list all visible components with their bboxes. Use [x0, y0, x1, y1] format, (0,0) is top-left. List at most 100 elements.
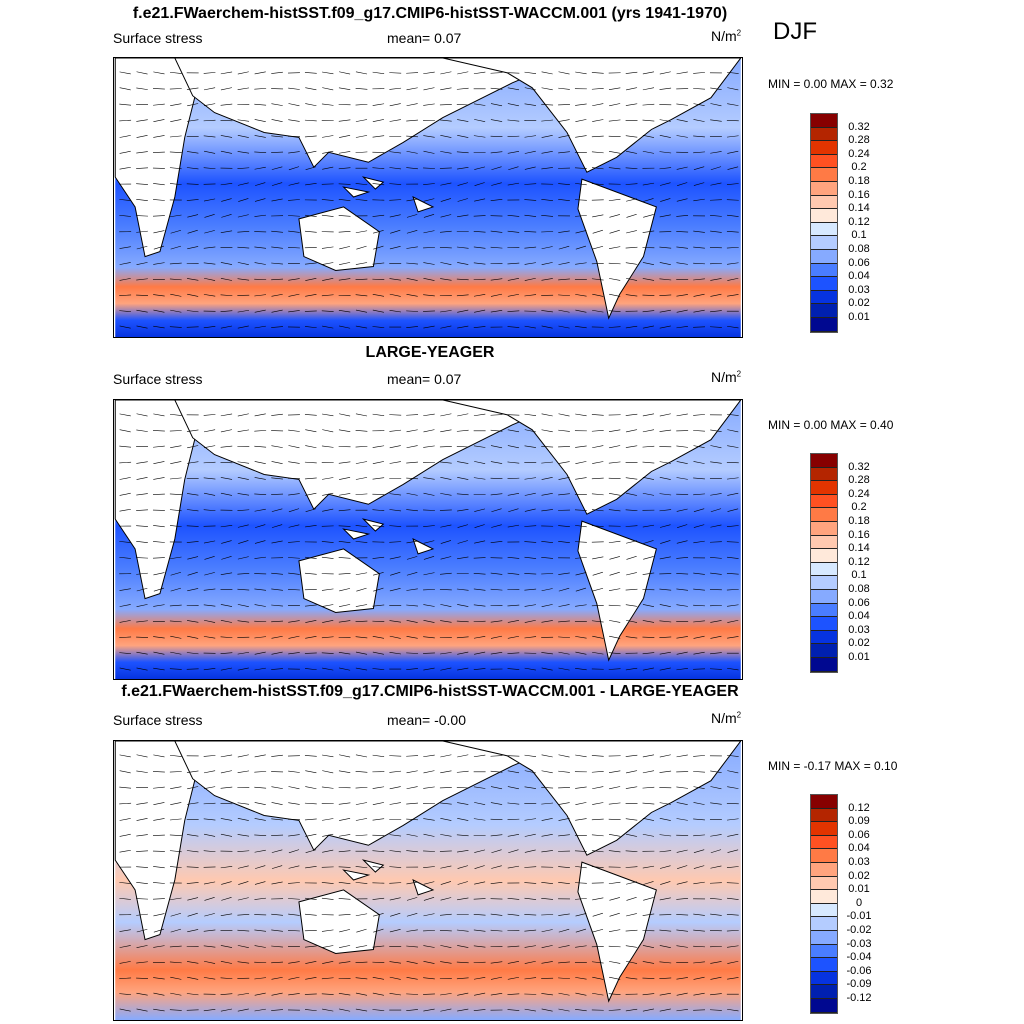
wind-stress-vector	[271, 278, 284, 281]
wind-stress-vector	[440, 493, 452, 496]
landmass	[361, 518, 385, 532]
wind-stress-vector	[119, 278, 131, 281]
colorbar-tick-label: 0.04	[848, 610, 870, 623]
wind-stress-vector	[237, 87, 250, 90]
wind-stress-vector	[355, 87, 368, 90]
wind-stress-vector	[693, 1009, 706, 1011]
wind-stress-vector	[710, 103, 722, 107]
wind-stress-vector	[625, 71, 638, 74]
wind-stress-vector	[153, 882, 165, 884]
landmass	[361, 859, 385, 873]
colorbar-swatch	[811, 263, 837, 278]
wind-stress-vector	[558, 309, 570, 313]
wind-stress-vector	[642, 977, 655, 979]
wind-stress-vector	[693, 961, 705, 964]
wind-stress-vector	[642, 413, 655, 417]
wind-stress-vector	[153, 928, 165, 933]
wind-stress-vector	[238, 881, 249, 885]
wind-stress-vector	[659, 182, 671, 186]
season-label: DJF	[773, 18, 817, 45]
wind-stress-vector	[625, 1008, 638, 1012]
wind-stress-vector	[406, 540, 418, 544]
wind-stress-vector	[456, 151, 469, 154]
wind-stress-vector	[456, 493, 469, 496]
wind-stress-vector	[355, 309, 368, 313]
wind-stress-vector	[237, 167, 250, 169]
colorbar-swatch	[811, 795, 837, 809]
wind-stress-vector	[591, 620, 604, 623]
wind-stress-vector	[153, 262, 165, 265]
wind-stress-vector	[321, 652, 334, 654]
wind-stress-vector	[305, 103, 317, 107]
wind-stress-vector	[423, 850, 435, 852]
wind-stress-vector	[659, 667, 671, 671]
wind-stress-vector	[271, 865, 283, 869]
wind-stress-vector	[541, 557, 554, 559]
colorbar-swatch	[811, 222, 837, 237]
wind-stress-vector	[136, 509, 148, 511]
wind-stress-vector	[169, 525, 182, 528]
map-panel	[113, 399, 743, 680]
wind-stress-vector	[119, 636, 132, 638]
wind-stress-vector	[355, 135, 368, 138]
wind-stress-vector	[591, 834, 604, 837]
wind-stress-vector	[237, 945, 249, 948]
wind-stress-vector	[575, 135, 587, 138]
wind-stress-vector	[507, 262, 520, 265]
wind-stress-vector	[507, 865, 520, 869]
wind-stress-vector	[507, 214, 520, 217]
landmass	[577, 178, 657, 320]
wind-stress-vector	[642, 786, 655, 789]
wind-stress-vector	[170, 786, 182, 789]
wind-stress-vector	[271, 929, 283, 932]
wind-stress-vector	[524, 492, 536, 496]
wind-stress-vector	[676, 573, 689, 575]
wind-stress-vector	[221, 540, 232, 544]
wind-stress-vector	[456, 104, 469, 106]
wind-stress-vector	[220, 461, 233, 464]
wind-stress-vector	[338, 461, 351, 464]
wind-stress-vector	[186, 151, 199, 154]
wind-stress-vector	[625, 294, 638, 297]
wind-stress-vector	[474, 182, 485, 186]
wind-stress-vector	[288, 898, 300, 900]
wind-stress-vector	[271, 976, 283, 980]
wind-stress-vector	[575, 636, 587, 639]
wind-stress-vector	[660, 881, 671, 885]
wind-stress-vector	[423, 572, 435, 576]
wind-stress-vector	[271, 461, 283, 464]
wind-stress-vector	[355, 786, 368, 789]
wind-stress-vector	[625, 636, 638, 639]
wind-stress-vector	[254, 786, 267, 789]
wind-stress-vector	[322, 150, 334, 154]
wind-stress-vector	[237, 929, 250, 932]
wind-stress-vector	[406, 961, 418, 964]
wind-stress-vector	[726, 214, 739, 217]
wind-stress-vector	[507, 652, 520, 654]
wind-stress-vector	[372, 413, 385, 416]
wind-stress-vector	[490, 834, 503, 837]
map-plot	[114, 399, 742, 679]
wind-stress-vector	[423, 230, 435, 234]
wind-stress-vector	[153, 413, 165, 417]
wind-stress-vector	[659, 325, 671, 329]
wind-stress-vector	[152, 430, 165, 432]
wind-stress-vector	[372, 754, 385, 757]
wind-stress-vector	[423, 135, 435, 138]
wind-stress-vector	[119, 87, 131, 91]
wind-stress-vector	[153, 245, 165, 250]
wind-stress-vector	[456, 588, 469, 591]
wind-stress-vector	[642, 135, 655, 138]
wind-stress-vector	[254, 588, 267, 591]
wind-stress-vector	[186, 834, 199, 837]
wind-stress-vector	[169, 620, 182, 623]
wind-stress-vector	[507, 620, 519, 623]
wind-stress-vector	[237, 493, 250, 496]
colorbar-swatch	[811, 277, 837, 291]
wind-stress-vector	[693, 135, 705, 138]
wind-stress-vector	[659, 167, 672, 170]
colorbar-tick-label: 0	[855, 896, 863, 909]
wind-stress-vector	[423, 977, 435, 980]
wind-stress-vector	[322, 770, 334, 774]
wind-stress-vector	[727, 87, 739, 91]
